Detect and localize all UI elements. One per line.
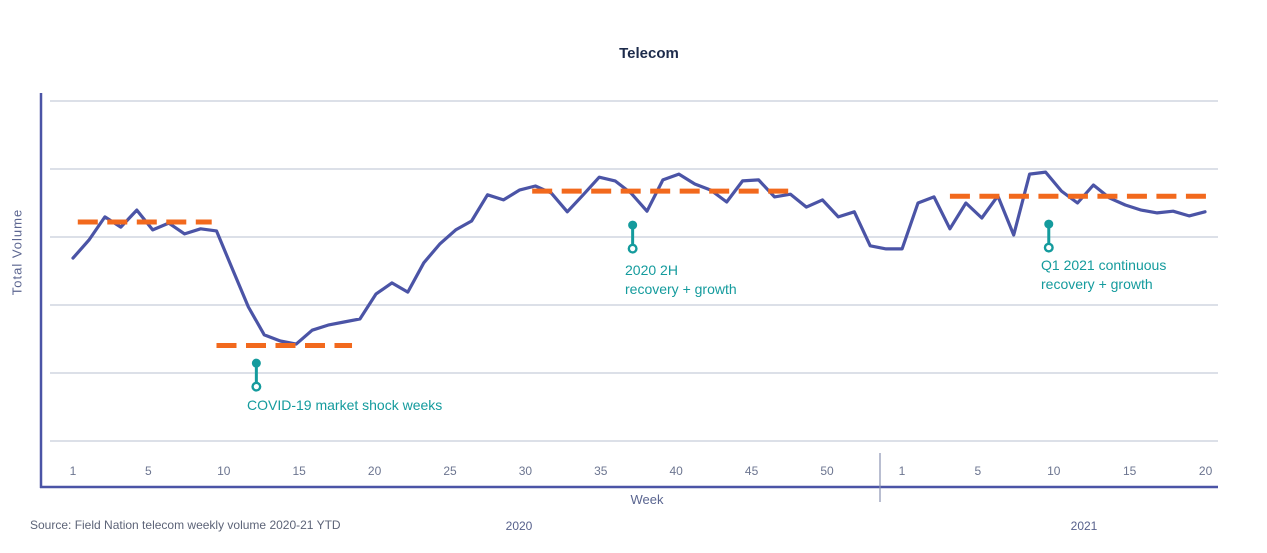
annotation-line: COVID-19 market shock weeks: [247, 397, 443, 413]
year-label-2020: 2020: [505, 519, 533, 533]
annotation-covid-shock: COVID-19 market shock weeks: [247, 396, 442, 415]
x-tick-label: 5: [974, 464, 982, 478]
annotation-2020-2h-recovery: 2020 2H recovery + growth: [625, 261, 737, 299]
x-tick-label: 35: [594, 464, 608, 478]
annotation-line: recovery + growth: [625, 281, 737, 297]
x-tick-label: 45: [744, 464, 759, 478]
x-tick-label: 20: [367, 464, 382, 478]
x-axis-label: Week: [630, 492, 664, 507]
annotation-pin-foot: [251, 381, 262, 392]
annotation-pin-foot: [1043, 242, 1054, 253]
volume-line: [71, 170, 1207, 346]
chart-title: Telecom: [619, 45, 679, 62]
source-note: Source: Field Nation telecom weekly volu…: [30, 518, 341, 532]
x-tick-label: 40: [669, 464, 683, 478]
x-tick-label: 1: [69, 464, 77, 478]
annotation-line: 2020 2H: [625, 262, 678, 278]
annotation-pin-head: [251, 358, 261, 368]
x-tick-label: 25: [443, 464, 457, 478]
x-tick-label: 10: [1047, 464, 1061, 478]
annotation-line: recovery + growth: [1041, 276, 1153, 292]
annotation-q1-2021-recovery: Q1 2021 continuous recovery + growth: [1041, 256, 1166, 294]
annotation-pin-head: [628, 220, 638, 230]
annotation-pin-head: [1044, 219, 1054, 229]
year-label-2021: 2021: [1070, 519, 1098, 533]
x-axis-ticks-2021: 1 5 10 15 20: [0, 464, 1267, 480]
annotation-pin-foot: [627, 243, 638, 254]
x-tick-label: 20: [1198, 464, 1213, 478]
x-tick-label: 50: [820, 464, 834, 478]
x-tick-label: 15: [292, 464, 306, 478]
x-tick-label: 1: [898, 464, 906, 478]
annotation-line: Q1 2021 continuous: [1041, 257, 1167, 273]
x-tick-label: 5: [145, 464, 152, 478]
x-axis-ticks-2020: 1 5 10 15 20 25 30 35 40 45 50: [0, 464, 1267, 480]
x-tick-label: 30: [518, 464, 533, 478]
x-tick-label: 15: [1123, 464, 1137, 478]
x-tick-label: 10: [217, 464, 231, 478]
